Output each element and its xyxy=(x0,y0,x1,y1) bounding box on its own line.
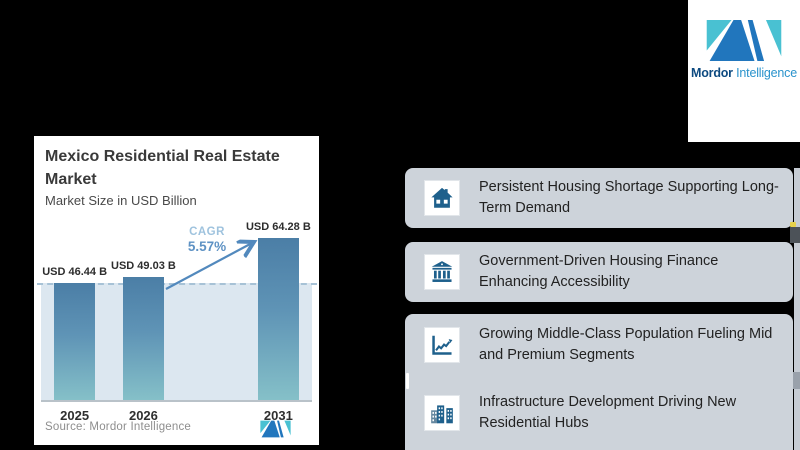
mordor-intelligence-mini-logo xyxy=(260,420,291,438)
bar-chart-plot: USD 46.44 B 2025 USD 49.03 B 2026 USD 64.28 … xyxy=(37,221,317,423)
house-icon xyxy=(424,180,460,216)
mordor-intelligence-logo-mark xyxy=(706,19,782,62)
bar-2025 xyxy=(54,283,96,400)
line-chart-icon xyxy=(424,326,460,363)
cagr-annotation: CAGR 5.57% xyxy=(171,226,243,255)
key-point-housing-shortage: Persistent Housing Shortage Supporting L… xyxy=(405,168,793,228)
key-point-text: Government-Driven Housing Finance Enhanc… xyxy=(479,253,719,290)
key-point-infrastructure: Infrastructure Development Driving New R… xyxy=(405,375,793,450)
key-point-housing-finance: Government-Driven Housing Finance Enhanc… xyxy=(405,242,793,302)
bar-2026 xyxy=(122,276,164,400)
cagr-label: CAGR xyxy=(189,226,225,238)
cutoff-sliver-dark xyxy=(790,227,800,243)
x-axis-label-2031: 2031 xyxy=(263,408,293,423)
cutoff-dot-yellow xyxy=(790,222,796,227)
chart-title: Mexico Residential Real Estate Market xyxy=(45,148,280,189)
bar-value-label: USD 64.28 B xyxy=(245,221,311,234)
cagr-value: 5.57% xyxy=(187,239,227,255)
market-chart-card: Mexico Residential Real Estate Market Ma… xyxy=(34,136,319,445)
bar-value-label: USD 46.44 B xyxy=(42,266,108,279)
cutoff-box-strip xyxy=(794,168,800,450)
left-edge-tick xyxy=(406,373,409,389)
bar-2031 xyxy=(257,238,299,400)
key-point-text: Infrastructure Development Driving New R… xyxy=(479,393,737,431)
chart-subtitle: Market Size in USD Billion xyxy=(45,193,197,208)
cutoff-sliver-gray xyxy=(793,372,800,389)
x-axis-label-2026: 2026 xyxy=(128,408,158,423)
bar-value-label: USD 49.03 B xyxy=(111,259,176,272)
x-axis-label-2025: 2025 xyxy=(60,408,90,423)
buildings-icon xyxy=(424,394,460,431)
cagr-trend-arrow xyxy=(165,226,312,290)
brand-logo-text: Mordor Intelligence xyxy=(691,66,797,80)
key-point-middle-class: Growing Middle-Class Population Fueling … xyxy=(405,314,793,375)
brand-name-light: Intelligence xyxy=(736,66,797,80)
key-point-text: Persistent Housing Shortage Supporting L… xyxy=(479,179,779,216)
source-attribution: Source: Mordor Intelligence xyxy=(45,421,192,433)
brand-name-bold: Mordor xyxy=(691,66,733,80)
bank-icon xyxy=(424,254,460,290)
key-point-text: Growing Middle-Class Population Fueling … xyxy=(479,325,773,363)
brand-logo-box: Mordor Intelligence xyxy=(688,0,800,142)
